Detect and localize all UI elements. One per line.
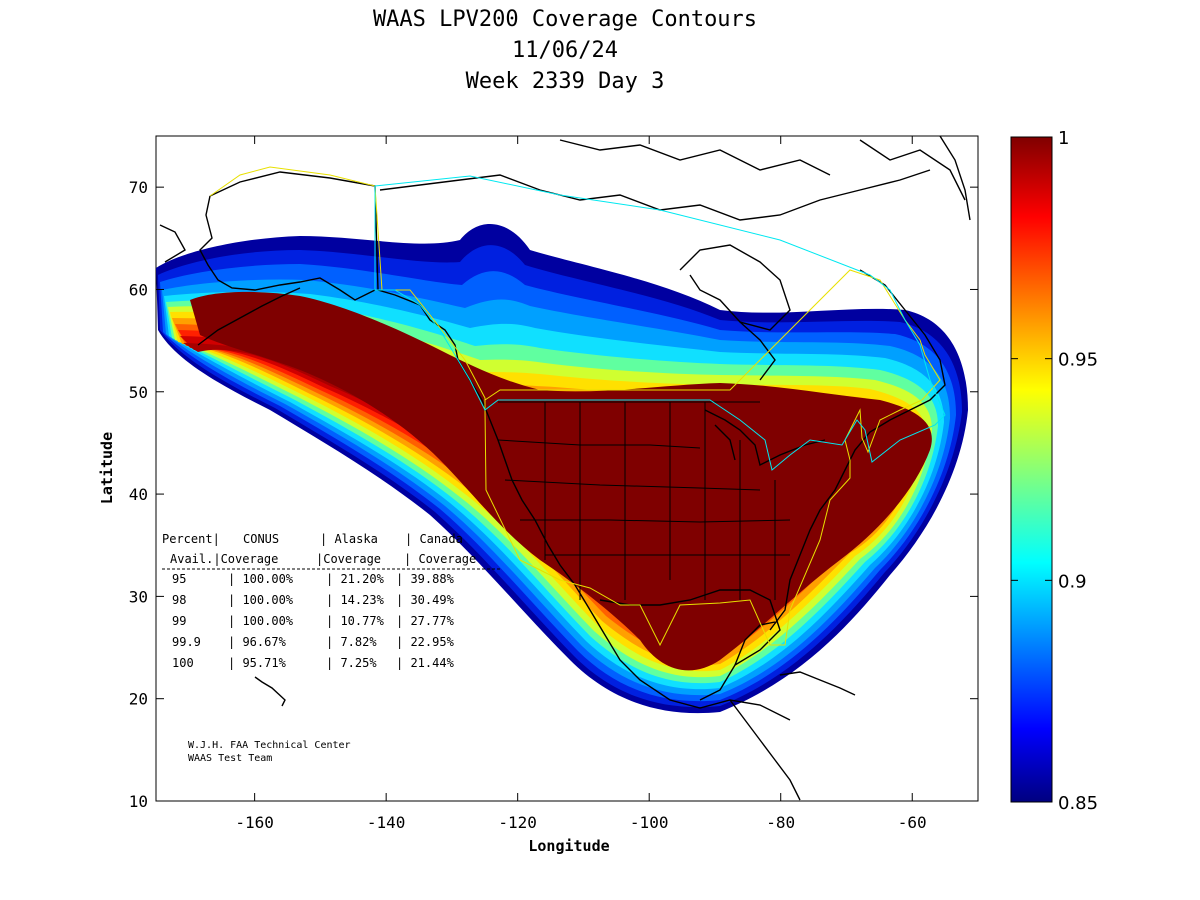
table-header-canada: | Canada [405,532,463,546]
colorbar-tick-label: 1 [1058,128,1069,149]
chart-title-line-2: 11/06/24 [512,38,618,63]
table-cell-conus: | 100.00% [228,614,294,628]
chart-title-line-1: WAAS LPV200 Coverage Contours [372,7,758,32]
table-header-row-2: Avail.|Coverage |Coverage | Coverage [170,552,476,566]
table-cell-canada: | 21.44% [396,656,455,670]
table-cell-conus: | 100.00% [228,572,294,586]
x-axis-label: Longitude [528,837,609,855]
x-tick-label: -120 [498,813,537,832]
table-cell-pct: 98 [172,593,186,607]
y-axis-ticks: 10 20 30 40 50 60 70 [129,178,978,811]
table-subheader-alaska: |Coverage [316,552,381,566]
table-cell-pct: 99.9 [172,635,201,649]
y-tick-label: 50 [129,383,148,402]
x-tick-label: -140 [367,813,406,832]
x-tick-label: -100 [630,813,669,832]
table-row: 99 | 100.00% | 10.77% | 27.77% [172,614,455,628]
x-tick-label: -80 [766,813,795,832]
table-header-conus: CONUS [243,532,279,546]
coverage-contours [156,223,968,714]
colorbar-tick-label: 0.95 [1058,350,1098,371]
y-tick-label: 70 [129,178,148,197]
table-cell-alaska: | 14.23% [326,593,385,607]
table-cell-pct: 99 [172,614,186,628]
table-cell-conus: | 96.67% [228,635,287,649]
table-header-percent: Percent| [162,532,220,546]
table-row: 95 | 100.00% | 21.20% | 39.88% [172,572,455,586]
service-volume-yellow [209,166,941,647]
service-volume-cyan [374,175,946,471]
table-cell-canada: | 30.49% [396,593,455,607]
colorbar [1010,136,1053,803]
y-tick-label: 60 [129,280,148,299]
x-tick-label: -60 [898,813,927,832]
chart-title-line-3: Week 2339 Day 3 [465,69,665,94]
y-axis-label: Latitude [98,432,116,504]
service-volume-outlines [209,166,946,647]
table-subheader-canada: | Coverage [404,552,476,566]
table-cell-canada: | 39.88% [396,572,455,586]
table-cell-canada: | 27.77% [396,614,455,628]
table-row: 99.9 | 96.67% | 7.82% | 22.95% [172,635,455,649]
coverage-table: Percent| CONUS | Alaska | Canada Avail.|… [162,532,500,670]
table-cell-pct: 95 [172,572,186,586]
table-cell-alaska: | 7.25% [326,656,377,670]
table-row: 98 | 100.00% | 14.23% | 30.49% [172,593,455,607]
credit-line-2: WAAS Test Team [188,753,272,764]
table-cell-alaska: | 21.20% [326,572,385,586]
table-subheader-avail: Avail.|Coverage [170,552,278,566]
table-header-row-1: Percent| CONUS | Alaska | Canada [162,532,463,546]
table-cell-conus: | 100.00% [228,593,294,607]
y-tick-label: 30 [129,587,148,606]
table-row: 100 | 95.71% | 7.25% | 21.44% [172,656,455,670]
colorbar-ticks: 1 0.95 0.9 0.85 [1011,128,1098,814]
colorbar-tick-label: 0.85 [1058,793,1098,814]
y-tick-label: 20 [129,690,148,709]
x-tick-label: -160 [235,813,274,832]
table-cell-alaska: | 10.77% [326,614,385,628]
table-cell-canada: | 22.95% [396,635,455,649]
credit-line-1: W.J.H. FAA Technical Center [188,740,351,751]
y-tick-label: 40 [129,485,148,504]
y-tick-label: 10 [129,792,148,811]
x-axis-ticks: -160 -140 -120 -100 -80 -60 [235,136,927,832]
table-cell-alaska: | 7.82% [326,635,377,649]
coverage-band [190,291,932,671]
state-borders [497,401,791,600]
table-cell-pct: 100 [172,656,194,670]
table-header-alaska: | Alaska [320,532,378,546]
colorbar-tick-label: 0.9 [1058,571,1087,592]
table-cell-conus: | 95.71% [228,656,287,670]
